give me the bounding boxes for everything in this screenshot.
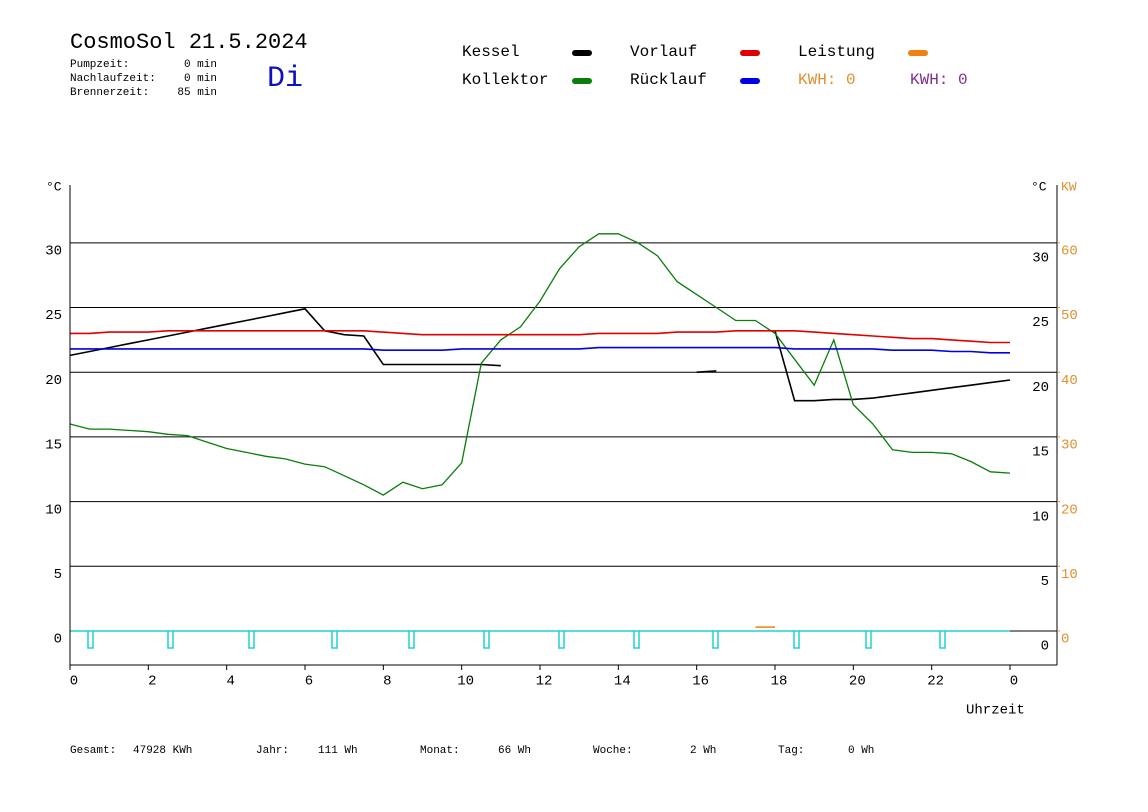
y-tick-label-right: 20 bbox=[1032, 380, 1049, 396]
pump-pulses bbox=[87, 631, 946, 649]
x-tick-label: 12 bbox=[536, 674, 553, 690]
info-value: 0 min bbox=[184, 59, 217, 71]
series-line bbox=[696, 370, 717, 373]
y2-tick-label: 0 bbox=[1061, 632, 1069, 648]
x-tick-label: 22 bbox=[927, 674, 944, 690]
y-tick-label-right: 25 bbox=[1032, 315, 1049, 331]
grid bbox=[70, 242, 1057, 632]
info-label: Nachlaufzeit: bbox=[70, 73, 156, 85]
footer-value: 66 Wh bbox=[498, 745, 531, 757]
y2-tick-label: 60 bbox=[1061, 244, 1078, 260]
x-tick-label: 0 bbox=[1010, 674, 1018, 690]
footer-label: Tag: bbox=[778, 745, 804, 757]
series-line bbox=[69, 307, 501, 367]
legend-label: Kessel bbox=[462, 43, 520, 61]
x-tick-label: 2 bbox=[148, 674, 156, 690]
x-tick-label: 20 bbox=[849, 674, 866, 690]
x-axis-label: Uhrzeit bbox=[966, 703, 1025, 719]
info-value: 85 min bbox=[177, 87, 217, 99]
y-tick-label: 0 bbox=[54, 632, 62, 648]
kwh-label: KWH: 0 bbox=[910, 71, 968, 89]
footer-label: Gesamt: bbox=[70, 745, 116, 757]
y-tick-label: 15 bbox=[45, 438, 62, 454]
x-tick-label: 16 bbox=[692, 674, 709, 690]
y2-tick-label: 10 bbox=[1061, 567, 1078, 583]
y2-tick-label: 30 bbox=[1061, 438, 1078, 454]
chart-title: CosmoSol 21.5.2024 bbox=[70, 30, 308, 55]
pump-signal bbox=[70, 630, 1010, 649]
y2-tick-label: 20 bbox=[1061, 502, 1078, 518]
footer-label: Woche: bbox=[593, 745, 633, 757]
axes bbox=[69, 185, 1058, 666]
y-tick-label-right: 30 bbox=[1032, 251, 1049, 267]
legend-label: Kollektor bbox=[462, 71, 548, 89]
footer-label: Monat: bbox=[420, 745, 460, 757]
info-label: Brennerzeit: bbox=[70, 87, 149, 99]
x-tick-label: 0 bbox=[70, 674, 78, 690]
y2-tick-label: 40 bbox=[1061, 373, 1078, 389]
y-unit-right: °C bbox=[1031, 179, 1047, 194]
series-line bbox=[70, 346, 1010, 354]
x-tick-label: 8 bbox=[383, 674, 391, 690]
series-line bbox=[70, 330, 1010, 344]
footer-value: 47928 KWh bbox=[133, 745, 192, 757]
y-tick-label-right: 10 bbox=[1032, 509, 1049, 525]
legend-label: Leistung bbox=[798, 43, 875, 61]
weekday: Di bbox=[267, 62, 303, 96]
series-line bbox=[774, 330, 1011, 402]
y-tick-label: 25 bbox=[45, 308, 62, 324]
legend-label: Rücklauf bbox=[630, 71, 707, 89]
y-unit: °C bbox=[46, 179, 62, 194]
y-tick-label-right: 5 bbox=[1041, 574, 1049, 590]
y-tick-label-right: 0 bbox=[1041, 639, 1049, 655]
x-tick-label: 14 bbox=[614, 674, 631, 690]
series-line bbox=[69, 233, 1011, 496]
footer-value: 2 Wh bbox=[690, 745, 716, 757]
y2-tick-label: 50 bbox=[1061, 308, 1078, 324]
legend-label: Vorlauf bbox=[630, 43, 697, 61]
x-tick-label: 4 bbox=[226, 674, 234, 690]
y-tick-label-right: 15 bbox=[1032, 445, 1049, 461]
info-value: 0 min bbox=[184, 73, 217, 85]
y-tick-label: 5 bbox=[54, 567, 62, 583]
y-tick-label: 20 bbox=[45, 373, 62, 389]
y-tick-label: 30 bbox=[45, 244, 62, 260]
y-tick-label: 10 bbox=[45, 502, 62, 518]
kwh-label: KWH: 0 bbox=[798, 71, 856, 89]
footer-value: 111 Wh bbox=[318, 745, 358, 757]
footer-value: 0 Wh bbox=[848, 745, 874, 757]
lines bbox=[69, 233, 1011, 628]
footer-label: Jahr: bbox=[256, 745, 289, 757]
x-tick-label: 10 bbox=[457, 674, 474, 690]
x-tick-label: 6 bbox=[305, 674, 313, 690]
x-tick-label: 18 bbox=[771, 674, 788, 690]
info-label: Pumpzeit: bbox=[70, 59, 129, 71]
y2-unit: KW bbox=[1061, 179, 1077, 194]
